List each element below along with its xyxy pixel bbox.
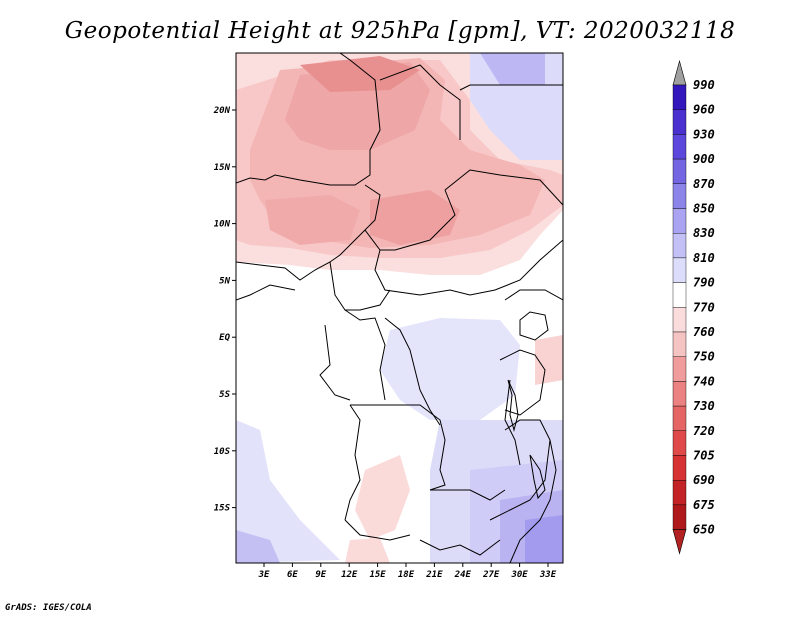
lat-tick-label: 5S bbox=[219, 390, 230, 400]
lon-tick-label: 21E bbox=[425, 570, 443, 580]
colorbar-label: 705 bbox=[693, 449, 715, 463]
colorbar-label: 730 bbox=[693, 399, 715, 413]
colorbar-label: 830 bbox=[693, 226, 715, 240]
colorbar-swatch bbox=[672, 183, 687, 209]
lat-tick-label: 15S bbox=[214, 504, 231, 514]
colorbar-label: 720 bbox=[693, 424, 715, 438]
colorbar-swatch bbox=[672, 158, 687, 185]
colorbar-swatch bbox=[672, 134, 687, 160]
colorbar-label: 675 bbox=[693, 498, 715, 512]
lon-tick-label: 30E bbox=[510, 570, 528, 580]
country-borders bbox=[236, 53, 563, 563]
lon-tick-label: 12E bbox=[341, 570, 358, 580]
colorbar-label: 690 bbox=[693, 473, 715, 487]
colorbar-swatch bbox=[672, 405, 687, 432]
colorbar-swatch bbox=[672, 208, 687, 234]
height-field bbox=[236, 53, 563, 563]
colorbar-label: 790 bbox=[693, 276, 715, 290]
colorbar-label: 650 bbox=[693, 523, 715, 537]
lon-tick-label: 18E bbox=[398, 570, 415, 580]
lat-tick-label: 10N bbox=[214, 220, 231, 230]
colorbar-swatch bbox=[672, 232, 687, 259]
colorbar-label: 960 bbox=[693, 103, 715, 117]
colorbar-label: 900 bbox=[693, 152, 715, 166]
colorbar-swatch bbox=[672, 381, 687, 407]
colorbar-swatch bbox=[672, 307, 687, 333]
colorbar-label: 930 bbox=[693, 127, 715, 141]
colorbar-swatch bbox=[672, 282, 687, 308]
colorbar-label: 760 bbox=[693, 325, 715, 339]
colorbar-swatch bbox=[672, 480, 687, 506]
lon-tick-label: 33E bbox=[539, 570, 557, 580]
colorbar-under-triangle bbox=[672, 529, 687, 555]
colorbar-swatch bbox=[672, 84, 687, 110]
colorbar-over-triangle bbox=[672, 59, 687, 86]
lon-tick-label: 27E bbox=[482, 570, 500, 580]
colorbar-label: 740 bbox=[693, 374, 715, 388]
colorbar-label: 750 bbox=[693, 350, 715, 364]
lon-tick-label: 15E bbox=[369, 570, 386, 580]
lakes bbox=[507, 311, 549, 500]
lat-axis: 20N 15N 10N 5N EQ 5S 10S 15S bbox=[213, 106, 236, 514]
colorbar-label: 850 bbox=[693, 202, 715, 216]
lat-tick-label: 15N bbox=[214, 163, 231, 173]
colorbar-swatch bbox=[672, 331, 687, 357]
lon-axis: 3E 6E 9E 12E 15E 18E 21E 24E 27E 30E 33E bbox=[258, 563, 557, 580]
colorbar-label: 990 bbox=[693, 78, 715, 92]
grads-credit: GrADS: IGES/COLA bbox=[5, 603, 92, 613]
lon-tick-label: 24E bbox=[454, 570, 472, 580]
lon-tick-label: 6E bbox=[287, 570, 298, 580]
lon-tick-label: 3E bbox=[258, 570, 270, 580]
colorbar-label: 770 bbox=[693, 300, 715, 314]
colorbar-swatch bbox=[672, 504, 687, 530]
colorbar-swatch bbox=[672, 356, 687, 382]
lat-tick-label: 5N bbox=[219, 276, 230, 286]
colorbar-label: 870 bbox=[693, 177, 715, 191]
colorbar-swatch bbox=[672, 109, 687, 135]
colorbar-swatch bbox=[672, 430, 687, 456]
colorbar-label: 810 bbox=[693, 251, 715, 265]
lon-tick-label: 9E bbox=[315, 570, 326, 580]
colorbar-swatch bbox=[672, 455, 687, 481]
map-title: Geopotential Height at 925hPa [gpm], VT:… bbox=[64, 18, 736, 44]
colorbar-swatch bbox=[672, 257, 687, 283]
lat-tick-label: EQ bbox=[219, 333, 230, 343]
colorbar: 990 960 930 900 870 850 830 810 790 770 760 750 740 7… bbox=[672, 59, 715, 555]
lat-tick-label: 20N bbox=[213, 106, 231, 116]
map-frame bbox=[235, 52, 564, 564]
lat-tick-label: 10S bbox=[214, 447, 231, 457]
